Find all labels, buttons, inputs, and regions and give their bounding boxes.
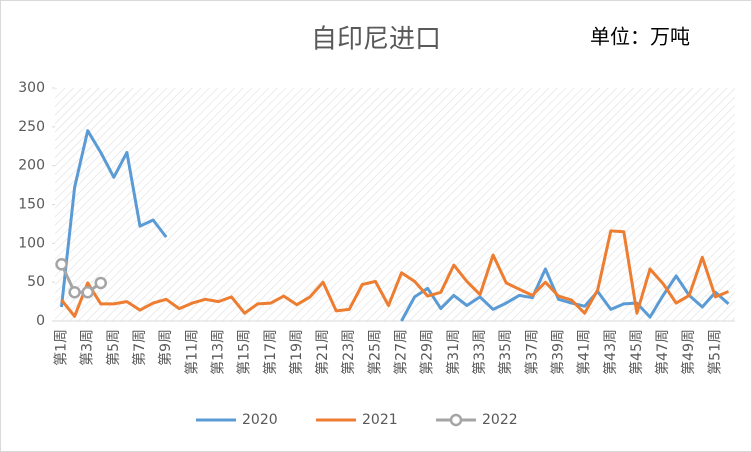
- x-tick-label: 第45周: [628, 329, 645, 375]
- legend-label: 2020: [242, 412, 278, 428]
- x-tick-label: 第9周: [157, 329, 174, 366]
- y-tick-label: 250: [18, 119, 45, 135]
- series-line: [60, 129, 730, 322]
- x-tick-label: 第11周: [183, 329, 200, 375]
- legend-label: 2021: [362, 412, 398, 428]
- y-tick-label: 300: [18, 80, 45, 96]
- x-tick-label: 第39周: [549, 329, 566, 375]
- x-tick-label: 第7周: [131, 329, 148, 366]
- x-tick-label: 第13周: [209, 329, 226, 375]
- x-tick-label: 第15周: [236, 329, 253, 375]
- y-tick-label: 150: [18, 197, 45, 213]
- series-marker: [81, 286, 94, 299]
- x-tick-label: 第33周: [471, 329, 488, 375]
- x-tick-label: 第23周: [340, 329, 357, 375]
- x-tick-label: 第43周: [602, 329, 619, 375]
- x-tick-label: 第31周: [445, 329, 462, 375]
- unit-note: 单位：万吨: [590, 25, 690, 49]
- x-tick-label: 第3周: [79, 329, 96, 366]
- chart-title: 自印尼进口: [311, 25, 441, 55]
- x-tick-label: 第21周: [314, 329, 331, 375]
- x-tick-label: 第1周: [53, 329, 70, 366]
- series-line: [60, 263, 102, 294]
- series-marker: [55, 258, 68, 271]
- x-tick-label: 第27周: [393, 329, 410, 375]
- x-tick-label: 第47周: [654, 329, 671, 375]
- x-tick-label: 第5周: [105, 329, 122, 366]
- legend-label: 2022: [482, 412, 518, 428]
- x-tick-label: 第49周: [680, 329, 697, 375]
- series-line: [60, 229, 730, 318]
- x-tick-label: 第25周: [366, 329, 383, 375]
- x-tick-label: 第41周: [576, 329, 593, 375]
- y-tick-label: 50: [27, 274, 45, 290]
- plot-area: [55, 88, 735, 321]
- legend-marker: [449, 413, 463, 427]
- x-tick-label: 第19周: [288, 329, 305, 375]
- x-tick-label: 第29周: [419, 329, 436, 375]
- y-tick-label: 100: [18, 235, 45, 251]
- y-tick-label: 200: [18, 158, 45, 174]
- x-tick-label: 第37周: [523, 329, 540, 375]
- y-tick-label: 0: [36, 313, 45, 329]
- series-marker: [94, 276, 108, 290]
- x-tick-label: 第35周: [497, 329, 514, 375]
- x-tick-label: 第51周: [706, 329, 723, 375]
- series-marker: [68, 286, 81, 299]
- x-tick-label: 第17周: [262, 329, 279, 375]
